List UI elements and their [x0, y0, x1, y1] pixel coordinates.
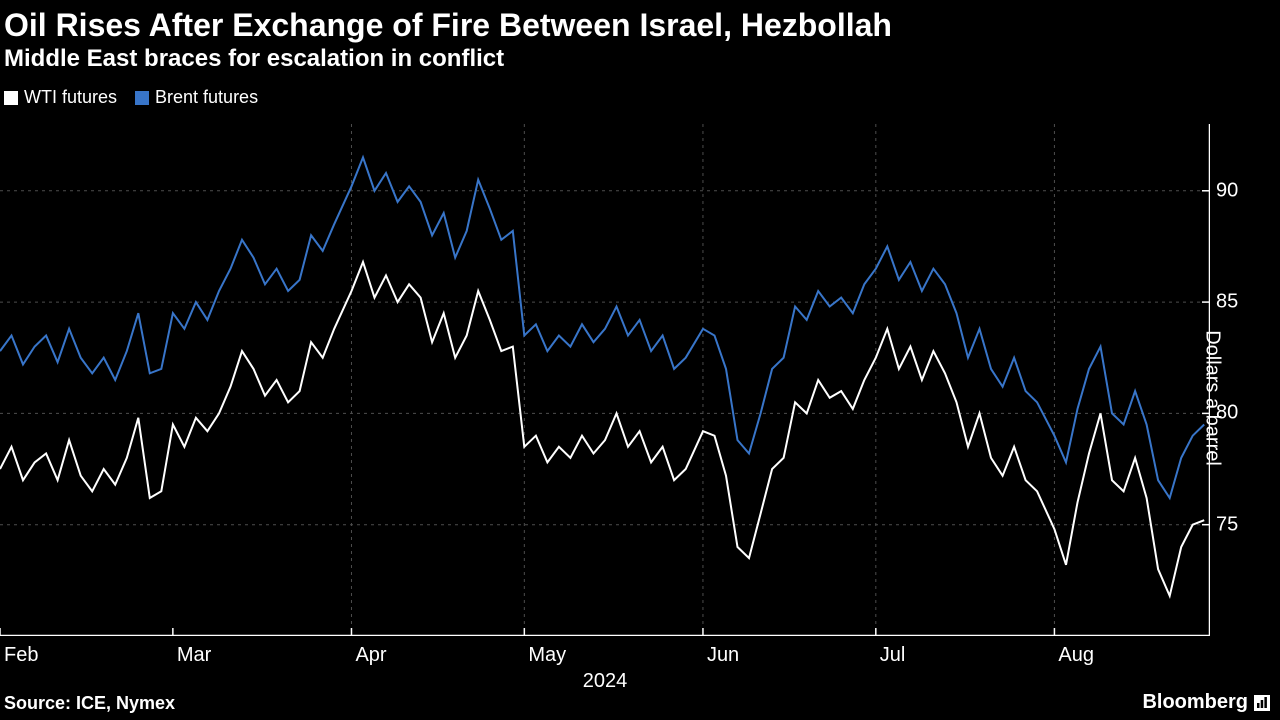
legend-label-wti: WTI futures [24, 87, 117, 108]
x-tick-label: Jul [880, 644, 906, 667]
brand-text: Bloomberg [1142, 691, 1248, 714]
legend-swatch-wti [4, 91, 18, 105]
source-text: Source: ICE, Nymex [4, 693, 175, 714]
legend-swatch-brent [135, 91, 149, 105]
legend: WTI futures Brent futures [0, 73, 1280, 108]
x-tick-label: May [528, 644, 566, 667]
plot-svg [0, 124, 1210, 636]
x-axis-year: 2024 [583, 670, 628, 693]
x-tick-label: Jun [707, 644, 739, 667]
chart-subtitle: Middle East braces for escalation in con… [0, 43, 1280, 73]
x-tick-label: Aug [1058, 644, 1094, 667]
legend-label-brent: Brent futures [155, 87, 258, 108]
chart-title: Oil Rises After Exchange of Fire Between… [0, 0, 1280, 43]
bloomberg-icon [1254, 695, 1270, 711]
brand-label: Bloomberg [1142, 691, 1270, 714]
y-tick-label: 90 [1216, 179, 1238, 202]
y-tick-label: 85 [1216, 291, 1238, 314]
legend-item-brent: Brent futures [135, 87, 258, 108]
y-axis-label: Dollars a barrel [1201, 330, 1224, 466]
chart-area: Dollars a barrel 2024 FebMarAprMayJunJul… [0, 124, 1280, 672]
legend-item-wti: WTI futures [4, 87, 117, 108]
y-tick-label: 80 [1216, 402, 1238, 425]
x-tick-label: Mar [177, 644, 211, 667]
x-tick-label: Apr [355, 644, 386, 667]
y-tick-label: 75 [1216, 513, 1238, 536]
x-axis: 2024 Feb Mar Apr May Jun Jul Aug [0, 636, 1210, 694]
x-tick-label: Feb [4, 644, 38, 667]
